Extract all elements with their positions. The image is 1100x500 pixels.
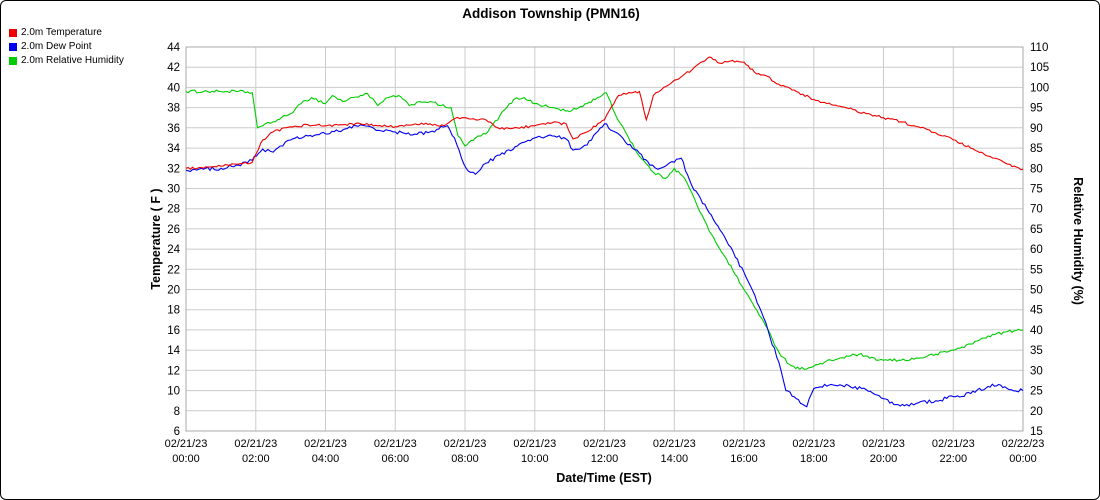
svg-text:14:00: 14:00: [661, 453, 689, 465]
plot-border: [185, 46, 1024, 432]
legend-label: 2.0m Relative Humidity: [21, 55, 124, 66]
svg-text:25: 25: [1030, 386, 1043, 398]
svg-text:24: 24: [167, 244, 180, 256]
svg-text:02/21/23: 02/21/23: [723, 438, 766, 450]
svg-text:95: 95: [1030, 103, 1043, 115]
svg-text:44: 44: [167, 42, 180, 54]
svg-text:70: 70: [1030, 204, 1043, 216]
svg-text:02/21/23: 02/21/23: [653, 438, 696, 450]
svg-text:35: 35: [1030, 345, 1043, 357]
svg-text:14: 14: [167, 345, 180, 357]
svg-text:60: 60: [1030, 244, 1043, 256]
svg-text:30: 30: [1030, 365, 1043, 377]
svg-text:20: 20: [167, 285, 180, 297]
svg-text:02/21/23: 02/21/23: [862, 438, 905, 450]
legend-swatch: [9, 42, 17, 51]
svg-text:26: 26: [167, 224, 180, 236]
svg-text:06:00: 06:00: [382, 453, 410, 465]
svg-text:00:00: 00:00: [1009, 453, 1037, 465]
svg-text:65: 65: [1030, 224, 1043, 236]
svg-text:12: 12: [167, 365, 180, 377]
svg-text:02/21/23: 02/21/23: [932, 438, 975, 450]
svg-text:6: 6: [174, 426, 180, 438]
svg-text:16:00: 16:00: [730, 453, 758, 465]
svg-text:110: 110: [1030, 42, 1048, 54]
svg-text:02/21/23: 02/21/23: [165, 438, 208, 450]
legend-swatch: [9, 56, 17, 65]
svg-text:18: 18: [167, 305, 180, 317]
series-line-2-0m-temperature: [185, 56, 1024, 171]
svg-text:18:00: 18:00: [800, 453, 828, 465]
svg-text:40: 40: [1030, 325, 1043, 337]
svg-text:02/21/23: 02/21/23: [583, 438, 626, 450]
svg-text:32: 32: [167, 163, 180, 175]
x-axis-title: Date/Time (EST): [556, 471, 652, 485]
svg-text:36: 36: [167, 123, 180, 135]
svg-text:20: 20: [1030, 406, 1043, 418]
svg-text:45: 45: [1030, 305, 1043, 317]
svg-text:42: 42: [167, 62, 180, 74]
legend-item: 2.0m Temperature: [9, 27, 124, 38]
svg-text:55: 55: [1030, 264, 1043, 276]
svg-text:02/21/23: 02/21/23: [234, 438, 277, 450]
svg-text:100: 100: [1030, 82, 1049, 94]
svg-text:50: 50: [1030, 285, 1043, 297]
svg-text:10: 10: [167, 386, 180, 398]
svg-text:00:00: 00:00: [172, 453, 200, 465]
svg-text:04:00: 04:00: [312, 453, 340, 465]
series-line-2-0m-dew-point: [185, 123, 1024, 408]
legend-label: 2.0m Temperature: [21, 27, 102, 38]
svg-text:40: 40: [167, 82, 180, 94]
svg-text:105: 105: [1030, 62, 1049, 74]
svg-text:20:00: 20:00: [870, 453, 898, 465]
svg-text:08:00: 08:00: [451, 453, 479, 465]
svg-text:30: 30: [167, 184, 180, 196]
legend: 2.0m Temperature 2.0m Dew Point 2.0m Relat…: [9, 27, 124, 69]
svg-text:22: 22: [167, 264, 180, 276]
svg-text:80: 80: [1030, 163, 1043, 175]
grid-lines: [185, 46, 1024, 432]
svg-text:02/22/23: 02/22/23: [1002, 438, 1045, 450]
svg-text:34: 34: [167, 143, 180, 155]
series-line-2-0m-relative-humidity: [185, 89, 1024, 370]
svg-text:15: 15: [1030, 426, 1043, 438]
svg-text:02/21/23: 02/21/23: [792, 438, 835, 450]
legend-label: 2.0m Dew Point: [21, 41, 92, 52]
svg-text:75: 75: [1030, 184, 1043, 196]
svg-text:10:00: 10:00: [521, 453, 549, 465]
x-axis-tick-labels: 02/21/23 00:00 02/21/23 02:00 02/21/23 04:00 0…: [165, 438, 1045, 465]
svg-text:12:00: 12:00: [591, 453, 619, 465]
chart-title: Addison Township (PMN16): [462, 6, 640, 21]
svg-text:16: 16: [167, 325, 180, 337]
svg-text:8: 8: [174, 406, 180, 418]
svg-text:02/21/23: 02/21/23: [304, 438, 347, 450]
svg-text:85: 85: [1030, 143, 1043, 155]
legend-item: 2.0m Dew Point: [9, 41, 124, 52]
svg-text:38: 38: [167, 103, 180, 115]
svg-text:90: 90: [1030, 123, 1043, 135]
legend-swatch: [9, 28, 17, 37]
legend-item: 2.0m Relative Humidity: [9, 55, 124, 66]
y-axis-left-tick-labels: 44 42 40 38 36 34 32 30 28 26 24 22 20 18 16 14 12 10 8 6: [167, 42, 180, 438]
svg-text:02:00: 02:00: [242, 453, 270, 465]
y-axis-right-tick-labels: 110 105 100 95 90 85 80 75 70 65 60 55 50 45 40 35 30 25 2…: [1030, 42, 1049, 438]
svg-text:28: 28: [167, 204, 180, 216]
svg-text:02/21/23: 02/21/23: [513, 438, 556, 450]
svg-text:02/21/23: 02/21/23: [444, 438, 487, 450]
svg-text:02/21/23: 02/21/23: [374, 438, 417, 450]
svg-text:22:00: 22:00: [940, 453, 968, 465]
